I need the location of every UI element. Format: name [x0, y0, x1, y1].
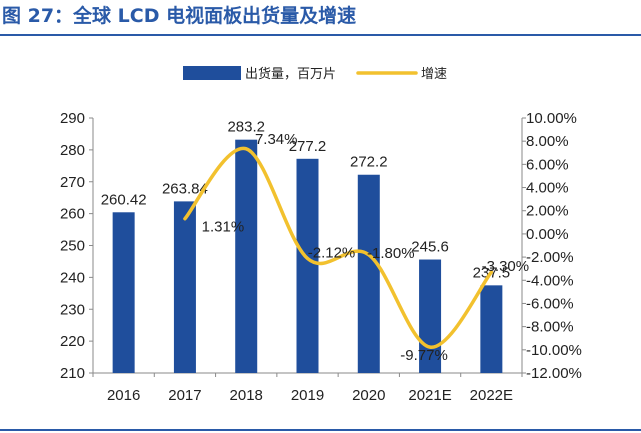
figure-title: 图 27：全球 LCD 电视面板出货量及增速: [2, 5, 357, 27]
x-tick-label: 2019: [291, 387, 324, 404]
bar: [357, 174, 380, 373]
growth-value-label: 1.31%: [202, 219, 245, 236]
legend-bar-swatch: [183, 66, 241, 80]
right-tick-label: -2.00%: [526, 249, 574, 266]
bar-value-label: 263.84: [162, 180, 208, 197]
bar-value-label: 245.6: [411, 239, 449, 256]
right-tick-label: -10.00%: [526, 342, 582, 359]
bar: [173, 201, 196, 373]
title-rule: [0, 34, 641, 36]
x-tick-label: 2021E: [408, 387, 451, 404]
growth-value-label: -3.30%: [482, 258, 530, 275]
right-tick-label: 2.00%: [526, 203, 569, 220]
bar: [296, 158, 319, 373]
growth-value-label: 7.34%: [255, 131, 298, 148]
x-tick-label: 2016: [107, 387, 140, 404]
bottom-rule: [0, 429, 641, 431]
growth-value-label: -2.12%: [308, 244, 356, 261]
bar: [235, 139, 258, 373]
bar-value-label: 277.2: [289, 138, 327, 155]
right-tick-label: -4.00%: [526, 272, 574, 289]
growth-line: [183, 146, 494, 349]
bar: [112, 212, 135, 373]
right-tick-label: -12.00%: [526, 365, 582, 382]
bar-value-label: 272.2: [350, 154, 388, 171]
left-tick-label: 250: [60, 238, 85, 255]
left-tick-label: 280: [60, 142, 85, 159]
legend-bar-label: 出货量，百万片: [245, 66, 336, 82]
left-tick-label: 220: [60, 333, 85, 350]
left-tick-label: 240: [60, 269, 85, 286]
bar-value-label: 283.2: [227, 119, 265, 136]
x-tick-label: 2022E: [470, 387, 513, 404]
growth-value-label: -9.77%: [400, 347, 448, 364]
left-tick-label: 210: [60, 365, 85, 382]
left-tick-label: 230: [60, 301, 85, 318]
bar: [480, 285, 503, 373]
left-tick-label: 260: [60, 206, 85, 223]
x-tick-label: 2018: [230, 387, 263, 404]
left-tick-label: 270: [60, 174, 85, 191]
right-tick-label: 4.00%: [526, 180, 569, 197]
bar-value-label: 260.42: [101, 191, 147, 208]
left-tick-label: 290: [60, 110, 85, 127]
right-tick-label: -6.00%: [526, 295, 574, 312]
right-tick-label: 8.00%: [526, 133, 569, 150]
growth-value-label: -1.80%: [367, 245, 415, 262]
right-tick-label: -8.00%: [526, 319, 574, 336]
right-tick-label: 6.00%: [526, 156, 569, 173]
x-tick-label: 2020: [352, 387, 385, 404]
right-tick-label: 0.00%: [526, 226, 569, 243]
legend-line-label: 增速: [421, 67, 447, 82]
x-tick-label: 2017: [168, 387, 201, 404]
right-tick-label: 10.00%: [526, 110, 577, 127]
